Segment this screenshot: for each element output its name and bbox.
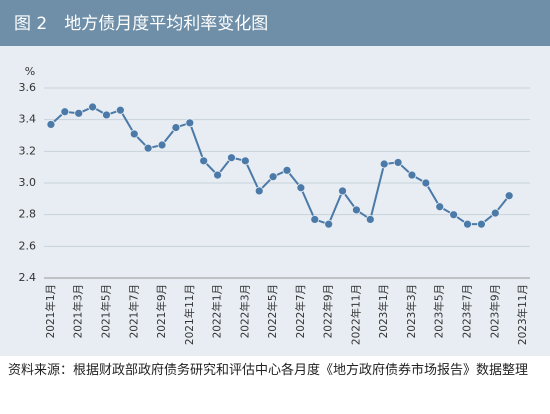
point xyxy=(463,219,472,229)
point xyxy=(185,118,195,128)
chart-panel xyxy=(0,46,550,356)
x-tick-label: 2021年9月 xyxy=(155,284,168,338)
point xyxy=(171,123,181,132)
point xyxy=(240,156,250,166)
point xyxy=(199,156,209,166)
x-tick-label: 2022年11月 xyxy=(349,284,362,345)
point xyxy=(476,219,486,229)
point xyxy=(157,140,167,150)
point xyxy=(46,120,56,129)
x-tick-label: 2022年3月 xyxy=(238,284,251,338)
x-tick-label: 2021年5月 xyxy=(99,284,112,338)
point xyxy=(435,202,445,212)
point xyxy=(338,186,347,196)
source-note: 资料来源：根据财政部政府债务研究和评估中心各月度《地方政府债券市场报告》数据整理 xyxy=(8,363,529,378)
x-tick-label: 2021年3月 xyxy=(72,284,85,338)
point xyxy=(310,215,320,224)
point xyxy=(365,215,375,224)
point xyxy=(282,165,292,175)
point xyxy=(213,170,222,180)
point xyxy=(504,191,514,201)
x-tick-label: 2023年3月 xyxy=(405,284,418,338)
x-tick-label: 2021年7月 xyxy=(127,284,140,338)
point xyxy=(324,219,334,229)
chart-title: 图 2 地方债月度平均利率变化图 xyxy=(14,14,268,34)
point xyxy=(379,159,389,169)
y-tick-label: 3.0 xyxy=(19,176,37,189)
point xyxy=(143,143,153,153)
point xyxy=(74,108,84,118)
y-tick-label: 3.2 xyxy=(19,144,37,157)
x-tick-label: 2023年7月 xyxy=(461,284,474,338)
point xyxy=(393,158,403,167)
point xyxy=(88,102,97,112)
point xyxy=(102,110,111,120)
point xyxy=(254,186,264,196)
x-tick-label: 2023年11月 xyxy=(516,284,529,345)
x-tick-label: 2022年1月 xyxy=(211,284,224,338)
y-unit: % xyxy=(25,65,35,78)
y-tick-label: 3.4 xyxy=(19,113,37,126)
x-tick-label: 2022年9月 xyxy=(322,284,335,338)
point xyxy=(268,172,278,182)
x-tick-label: 2023年1月 xyxy=(377,284,390,338)
x-tick-label: 2021年11月 xyxy=(183,284,196,345)
point xyxy=(407,170,417,180)
y-tick-label: 2.4 xyxy=(19,271,37,284)
point xyxy=(60,107,70,117)
title-banner xyxy=(0,0,550,46)
point xyxy=(296,183,306,193)
point xyxy=(490,208,500,218)
point xyxy=(129,129,139,139)
x-tick-label: 2023年5月 xyxy=(433,284,446,338)
point xyxy=(227,153,236,163)
point xyxy=(115,105,125,115)
x-tick-label: 2023年9月 xyxy=(488,284,501,338)
y-tick-label: 3.6 xyxy=(19,81,37,94)
x-tick-label: 2021年1月 xyxy=(44,284,57,338)
x-tick-label: 2022年7月 xyxy=(294,284,307,338)
point xyxy=(352,205,361,215)
point xyxy=(449,210,459,220)
y-tick-label: 2.6 xyxy=(19,239,37,252)
point xyxy=(421,178,431,188)
y-tick-label: 2.8 xyxy=(19,208,37,221)
line xyxy=(50,105,510,226)
x-tick-label: 2022年5月 xyxy=(266,284,279,338)
